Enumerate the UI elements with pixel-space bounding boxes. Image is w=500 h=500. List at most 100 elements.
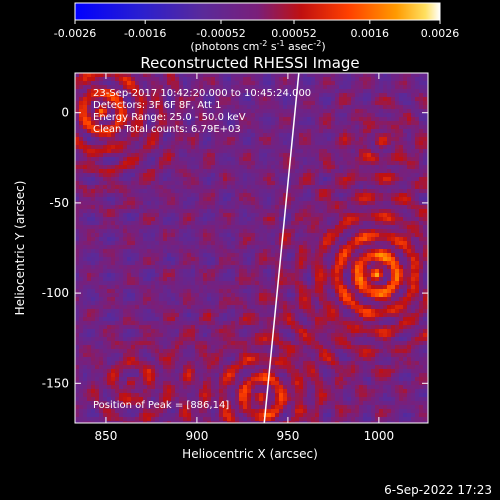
heatmap-cell [335, 149, 339, 153]
heatmap-cell [107, 125, 111, 129]
heatmap-cell [359, 253, 363, 257]
heatmap-cell [251, 165, 255, 169]
heatmap-cell [291, 281, 295, 285]
heatmap-cell [287, 153, 291, 157]
heatmap-cell [127, 121, 131, 125]
heatmap-cell [399, 189, 403, 193]
heatmap-cell [239, 85, 243, 89]
heatmap-cell [339, 257, 343, 261]
heatmap-cell [111, 221, 115, 225]
heatmap-cell [355, 253, 359, 257]
heatmap-cell [75, 77, 79, 81]
heatmap-cell [267, 289, 271, 293]
heatmap-cell [191, 265, 195, 269]
heatmap-cell [275, 217, 279, 221]
heatmap-cell [127, 113, 131, 117]
heatmap-cell [275, 177, 279, 181]
heatmap-cell [411, 97, 415, 101]
heatmap-cell [119, 269, 123, 273]
heatmap-cell [295, 181, 299, 185]
heatmap-cell [223, 265, 227, 269]
heatmap-cell [287, 229, 291, 233]
heatmap-cell [275, 209, 279, 213]
heatmap-cell [359, 229, 363, 233]
heatmap-cell [323, 153, 327, 157]
heatmap-cell [395, 265, 399, 269]
heatmap-cell [327, 85, 331, 89]
heatmap-cell [87, 85, 91, 89]
heatmap-cell [147, 153, 151, 157]
heatmap-cell [319, 93, 323, 97]
heatmap-cell [287, 253, 291, 257]
heatmap-cell [255, 137, 259, 141]
heatmap-cell [367, 277, 371, 281]
heatmap-cell [211, 281, 215, 285]
heatmap-cell [95, 257, 99, 261]
heatmap-cell [347, 261, 351, 265]
heatmap-cell [163, 273, 167, 277]
heatmap-cell [91, 89, 95, 93]
heatmap-cell [223, 169, 227, 173]
heatmap-cell [343, 209, 347, 213]
heatmap-cell [343, 185, 347, 189]
heatmap-cell [267, 193, 271, 197]
heatmap-cell [303, 253, 307, 257]
heatmap-cell [415, 269, 419, 273]
heatmap-cell [415, 129, 419, 133]
heatmap-cell [423, 257, 427, 261]
heatmap-cell [75, 185, 79, 189]
heatmap-cell [155, 161, 159, 165]
heatmap-cell [135, 145, 139, 149]
heatmap-cell [135, 285, 139, 289]
heatmap-cell [231, 169, 235, 173]
heatmap-cell [95, 185, 99, 189]
heatmap-cell [415, 149, 419, 153]
heatmap-cell [83, 117, 87, 121]
heatmap-cell [287, 293, 291, 297]
heatmap-cell [359, 217, 363, 221]
heatmap-cell [331, 137, 335, 141]
heatmap-cell [415, 157, 419, 161]
heatmap-cell [83, 285, 87, 289]
heatmap-cell [383, 149, 387, 153]
heatmap-cell [303, 285, 307, 289]
heatmap-cell [355, 73, 359, 77]
heatmap-cell [303, 113, 307, 117]
heatmap-cell [231, 285, 235, 289]
heatmap-cell [215, 185, 219, 189]
heatmap-cell [319, 85, 323, 89]
heatmap-cell [135, 169, 139, 173]
heatmap-cell [143, 173, 147, 177]
heatmap-cell [319, 293, 323, 297]
heatmap-cell [163, 205, 167, 209]
heatmap-cell [375, 73, 379, 77]
heatmap-cell [339, 261, 343, 265]
heatmap-cell [215, 113, 219, 117]
heatmap-cell [327, 217, 331, 221]
heatmap-cell [95, 277, 99, 281]
heatmap-cell [115, 185, 119, 189]
heatmap-cell [359, 205, 363, 209]
heatmap-cell [367, 213, 371, 217]
heatmap-cell [331, 249, 335, 253]
heatmap-cell [335, 153, 339, 157]
heatmap-cell [251, 157, 255, 161]
heatmap-cell [207, 129, 211, 133]
heatmap-cell [203, 229, 207, 233]
heatmap-cell [87, 225, 91, 229]
heatmap-cell [423, 105, 427, 109]
heatmap-cell [227, 129, 231, 133]
heatmap-cell [391, 145, 395, 149]
heatmap-cell [211, 145, 215, 149]
heatmap-cell [347, 285, 351, 289]
heatmap-cell [83, 97, 87, 101]
heatmap-cell [303, 89, 307, 93]
heatmap-cell [187, 257, 191, 261]
heatmap-cell [283, 149, 287, 153]
heatmap-cell [175, 185, 179, 189]
heatmap-cell [119, 101, 123, 105]
heatmap-cell [107, 89, 111, 93]
heatmap-cell [79, 93, 83, 97]
heatmap-cell [315, 77, 319, 81]
heatmap-cell [275, 109, 279, 113]
